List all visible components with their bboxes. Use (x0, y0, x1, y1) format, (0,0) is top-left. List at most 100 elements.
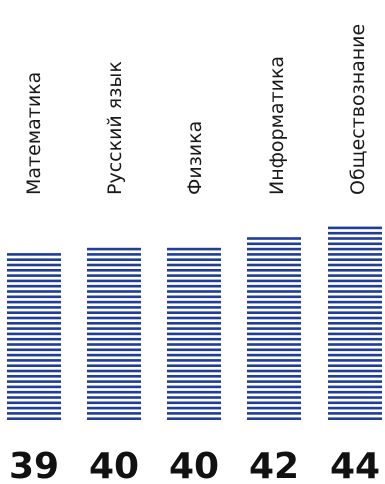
bar-stripe (167, 380, 221, 383)
bar-stripe (87, 258, 141, 261)
bars-group (7, 226, 382, 420)
bar-stripe (7, 396, 61, 399)
bar-stripe (7, 311, 61, 314)
bar-stripe (247, 343, 301, 346)
bar-stripe (247, 300, 301, 304)
bar-stripe (7, 274, 61, 277)
value-label-fizika: 40 (169, 446, 219, 484)
bar-stripe (7, 375, 61, 378)
bar-stripe (87, 348, 141, 352)
bar-stripe (87, 401, 141, 405)
bar-stripe (167, 401, 221, 405)
bar-stripe (167, 369, 221, 373)
category-label-informatika: Информатика (266, 56, 288, 195)
bar-stripe (247, 396, 301, 399)
bar-stripe (167, 364, 221, 367)
bar-stripe (247, 253, 301, 256)
bar-obshchestvoznanie (328, 226, 382, 420)
bar-stripe (328, 316, 382, 320)
bar-stripe (247, 385, 301, 389)
bar-stripe (167, 417, 221, 420)
bar-stripe (167, 269, 221, 272)
bar-stripe (328, 263, 382, 267)
bar-stripe (167, 306, 221, 309)
bar-stripe (7, 390, 61, 394)
bar-informatika (247, 237, 301, 420)
category-label-fizika: Физика (184, 121, 206, 195)
bar-stripe (167, 274, 221, 277)
bar-stripe (7, 337, 61, 341)
bar-stripe (7, 412, 61, 415)
bar-stripe (247, 417, 301, 420)
bar-stripe (328, 295, 382, 299)
bar-stripe (7, 348, 61, 352)
bar-stripe (167, 311, 221, 314)
bar-stripe (7, 380, 61, 383)
bar-stripe (328, 322, 382, 325)
bar-stripe (87, 295, 141, 299)
value-label-obshchestvoznanie: 44 (330, 446, 380, 484)
bar-stripe (87, 385, 141, 389)
bar-stripe (7, 290, 61, 293)
bar-stripe (328, 359, 382, 362)
bar-stripe (328, 226, 382, 230)
bar-stripe (87, 364, 141, 367)
category-labels: Математика Русский язык Физика Информати… (23, 24, 369, 195)
bar-stripe (328, 284, 382, 288)
bar-stripe (167, 332, 221, 336)
bar-stripe (328, 390, 382, 394)
bar-stripe (167, 375, 221, 378)
bar-stripe (87, 253, 141, 256)
bar-stripe (328, 380, 382, 383)
bar-stripe (328, 337, 382, 341)
bar-stripe (87, 412, 141, 415)
bar-stripe (7, 279, 61, 283)
bar-stripe (247, 390, 301, 394)
bar-stripe (7, 253, 61, 256)
bar-stripe (167, 385, 221, 389)
bar-stripe (87, 353, 141, 357)
bar-stripe (7, 322, 61, 325)
bar-stripe (167, 295, 221, 299)
bar-stripe (247, 401, 301, 405)
bar-stripe (87, 274, 141, 277)
bar-stripe (7, 417, 61, 420)
bar-stripe (247, 375, 301, 378)
bar-stripe (87, 406, 141, 410)
bar-stripe (7, 263, 61, 267)
bar-stripe (167, 263, 221, 267)
bar-stripe (328, 274, 382, 277)
bar-stripe (328, 401, 382, 405)
category-label-matematika: Математика (23, 72, 45, 195)
bar-stripe (328, 242, 382, 246)
bar-stripe (7, 364, 61, 367)
bar-stripe (247, 322, 301, 325)
bar-stripe (87, 369, 141, 373)
bar-stripe (247, 353, 301, 357)
bar-stripe (87, 269, 141, 272)
bar-stripe (87, 311, 141, 314)
bar-stripe (7, 369, 61, 373)
bar-stripe (328, 412, 382, 415)
bar-stripe (247, 258, 301, 261)
bar-stripe (328, 396, 382, 399)
bar-stripe (247, 279, 301, 283)
bar-stripe (328, 348, 382, 352)
bar-stripe (7, 300, 61, 304)
bar-stripe (247, 406, 301, 410)
bar-stripe (328, 237, 382, 240)
category-label-obshchestvoznanie: Обществознание (347, 24, 369, 195)
bar-stripe (7, 284, 61, 288)
bar-stripe (247, 337, 301, 341)
bar-stripe (328, 253, 382, 256)
bar-stripe (7, 343, 61, 346)
bar-stripe (87, 332, 141, 336)
bar-stripe (247, 284, 301, 288)
bar-stripe (87, 417, 141, 420)
bar-stripe (328, 306, 382, 309)
bar-stripe (7, 406, 61, 410)
bar-stripe (167, 253, 221, 256)
bar-stripe (7, 327, 61, 330)
bar-stripe (7, 258, 61, 261)
bar-stripe (87, 306, 141, 309)
